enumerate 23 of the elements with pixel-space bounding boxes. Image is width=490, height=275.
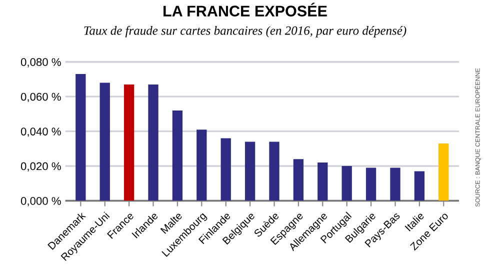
bar bbox=[366, 168, 376, 201]
bar bbox=[76, 74, 86, 201]
bar bbox=[220, 138, 231, 201]
bar bbox=[438, 143, 449, 201]
bar bbox=[100, 82, 110, 201]
bar bbox=[293, 159, 304, 201]
y-tick-label: 0,060 % bbox=[20, 92, 61, 102]
y-tick-label: 0,080 % bbox=[20, 58, 61, 68]
bar bbox=[342, 166, 352, 201]
y-tick-label: 0,020 % bbox=[20, 162, 61, 172]
bar bbox=[148, 84, 158, 201]
y-tick-label: 0,040 % bbox=[20, 128, 61, 137]
bar bbox=[390, 168, 400, 201]
bar bbox=[196, 130, 207, 201]
bar bbox=[244, 142, 256, 201]
bar bbox=[124, 84, 134, 201]
y-tick-label: 0,000 % bbox=[20, 197, 61, 206]
bar bbox=[172, 110, 183, 201]
chart-subtitle: Taux de fraude sur cartes bancaires (en 2016, par euro dépensé) bbox=[84, 26, 406, 38]
chart-title: LA FRANCE EXPOSÉE bbox=[164, 2, 327, 16]
bar bbox=[414, 171, 425, 201]
bar bbox=[269, 142, 280, 201]
bar bbox=[318, 162, 328, 201]
